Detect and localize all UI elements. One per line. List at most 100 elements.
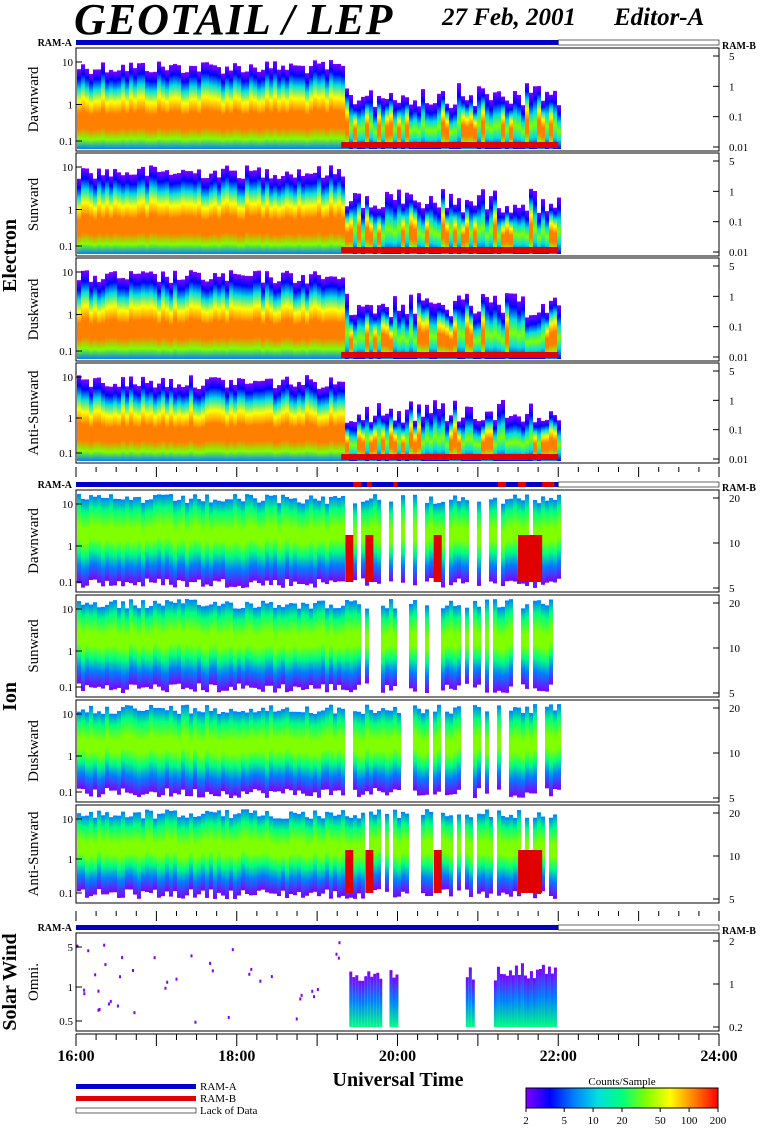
data-column — [237, 274, 241, 359]
data-column — [389, 317, 393, 359]
data-column — [157, 813, 161, 898]
data-column — [85, 68, 89, 149]
data-column — [193, 271, 197, 359]
data-column — [85, 379, 89, 461]
sparse-point — [153, 956, 156, 960]
lack-of-data-segment — [557, 924, 720, 931]
ram-b-label: RAM-B — [722, 926, 756, 937]
sparse-point — [299, 997, 302, 1001]
data-column — [297, 65, 301, 149]
data-column — [113, 815, 117, 893]
data-column — [261, 600, 265, 692]
data-column — [301, 811, 305, 898]
data-column — [361, 420, 365, 461]
data-column — [245, 601, 249, 686]
data-column — [125, 817, 129, 890]
data-column — [161, 605, 165, 691]
right-tick-label: 5 — [729, 793, 735, 805]
data-column — [489, 100, 493, 149]
data-column — [525, 706, 529, 793]
data-column — [97, 282, 101, 359]
data-column — [541, 303, 545, 359]
data-column — [233, 384, 237, 461]
data-column — [509, 416, 513, 461]
data-column — [129, 599, 133, 685]
data-column — [269, 378, 273, 461]
data-column — [109, 494, 113, 586]
data-column — [305, 73, 309, 149]
legend-label: RAM-A — [200, 1081, 237, 1093]
data-column — [145, 809, 149, 893]
sparse-point — [259, 979, 262, 983]
data-column — [149, 165, 153, 254]
data-column — [85, 815, 89, 898]
data-column — [373, 814, 377, 891]
data-column — [261, 500, 265, 586]
data-column — [357, 304, 361, 359]
data-column — [221, 501, 225, 580]
data-column — [367, 971, 371, 1027]
data-column — [353, 193, 357, 254]
data-column — [481, 814, 485, 892]
right-tick-label: 0.2 — [729, 1022, 743, 1034]
data-column — [481, 420, 485, 461]
data-column — [501, 503, 505, 587]
data-column — [325, 608, 329, 693]
data-column — [553, 499, 557, 583]
data-column — [509, 293, 513, 359]
data-column — [245, 383, 249, 461]
right-tick-label: 10 — [729, 851, 741, 863]
data-column — [501, 312, 505, 359]
data-column — [509, 599, 513, 687]
sparse-point — [83, 988, 86, 992]
x-tick-label: 18:00 — [218, 1048, 255, 1065]
data-column — [557, 494, 561, 579]
data-column — [289, 711, 293, 791]
data-column — [513, 293, 517, 359]
data-column — [253, 67, 257, 149]
data-column — [189, 713, 193, 797]
lack-of-data-segment — [557, 39, 720, 46]
data-column — [241, 178, 245, 254]
data-column — [225, 601, 229, 691]
data-column — [157, 603, 161, 687]
data-column — [253, 810, 257, 896]
data-column — [193, 816, 197, 898]
data-column — [517, 707, 521, 798]
lack-of-data-segment — [557, 481, 720, 488]
data-column — [173, 63, 177, 149]
data-column — [273, 283, 277, 359]
data-column — [433, 400, 437, 461]
sparse-point — [248, 972, 251, 976]
data-column — [357, 414, 361, 461]
data-column — [405, 409, 409, 461]
data-column — [145, 499, 149, 579]
left-tick-label: 10 — [62, 604, 74, 616]
data-column — [393, 199, 397, 254]
data-column — [281, 65, 285, 149]
data-column — [497, 304, 501, 359]
data-column — [185, 385, 189, 461]
sparse-point — [211, 969, 214, 973]
data-column — [217, 500, 221, 582]
data-column — [417, 404, 421, 461]
data-column — [121, 707, 125, 789]
data-column — [549, 94, 553, 149]
data-column — [321, 177, 325, 254]
data-column — [429, 104, 433, 149]
data-column — [297, 280, 301, 359]
data-column — [93, 713, 97, 790]
sparse-point — [175, 977, 178, 981]
data-column — [341, 605, 345, 690]
data-column — [145, 175, 149, 254]
data-column — [553, 814, 557, 899]
x-tick-label: 20:00 — [379, 1048, 416, 1065]
spectrogram-data — [77, 165, 561, 254]
data-column — [533, 704, 537, 794]
data-column — [285, 171, 289, 254]
right-tick-label: 0.01 — [729, 142, 748, 154]
data-column — [149, 72, 153, 149]
data-column — [361, 812, 365, 899]
data-column — [533, 190, 537, 254]
